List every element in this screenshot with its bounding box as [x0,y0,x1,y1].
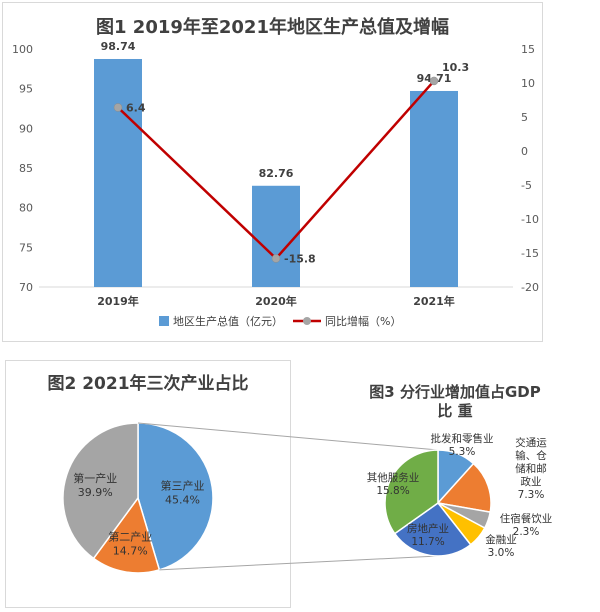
legend-swatch-marker [303,317,311,325]
combo-chart-svg: 70 75 80 85 90 95 100 -20 -15 -10 -5 0 5 10 15 98.74 82.… [12,40,539,328]
connector-line [159,555,439,571]
chart-sector-share: 图3 分行业增加值占GDP 比 重 [313,375,597,565]
y-axis-tick-label: 70 [19,281,33,294]
chart-title: 图3 分行业增加值占GDP 比 重 [313,383,597,421]
bar-data-label: 98.74 [101,40,136,53]
pie-slice-percent: 45.4% [165,494,200,507]
y2-axis-tick-label: 15 [521,43,535,56]
pie-slice-label: 第二产业 [108,529,152,543]
bar [252,185,300,287]
pie-slice-label: 住宿餐饮业 [500,512,553,525]
growth-point [271,254,281,263]
y2-axis-tick-label: -10 [521,213,539,226]
x-axis-tick-label: 2019年 [97,294,139,308]
legend-swatch-bars [159,316,169,326]
x-axis-tick-label: 2021年 [413,294,455,308]
pie-slice [384,449,439,535]
pie-slice-percent: 14.7% [113,544,148,557]
y2-axis-tick-label: 5 [521,111,528,124]
y-axis-tick-label: 75 [19,241,33,254]
line-data-label: -15.8 [284,252,316,265]
pie-slice [92,496,161,574]
y-axis-tick-label: 100 [12,43,33,56]
bar [94,58,142,287]
line-data-label: 10.3 [442,61,469,74]
pie-slice-label: 政业 [521,475,542,488]
pie-slice-label: 第一产业 [73,471,117,485]
x-axis-tick-label: 2020年 [255,294,297,308]
chart-title-line-2: 比 重 [437,402,473,420]
pie-slice-percent: 2.3% [513,526,540,538]
pie-slice [62,422,139,560]
chart-title: 图1 2019年至2021年地区生产总值及增幅 [96,17,449,38]
legend-label: 同比增幅（%） [325,314,401,328]
connector-line [137,422,439,451]
y2-axis-tick-label: -5 [521,179,532,192]
bar-data-label: 82.76 [259,167,294,180]
pie-slice-percent: 39.9% [78,486,113,499]
pie-slice-percent: 5.3% [449,446,476,458]
pie-slice-percent: 11.7% [411,536,444,548]
pie-slice-label: 批发和零售业 [431,432,494,445]
y-axis-tick-label: 85 [19,162,33,175]
pie-slice-label: 储和邮 [515,462,547,475]
growth-point [113,103,123,112]
pie-slice-label: 第三产业 [161,479,205,493]
y2-axis-tick-label: 10 [521,77,535,90]
chart-gdp-growth: 图1 2019年至2021年地区生产总值及增幅 70 75 80 85 90 95 100-… [2,2,543,342]
pie-slice-percent: 15.8% [376,485,409,497]
legend-label: 地区生产总值（亿元） [173,314,283,328]
pie-slice-label: 金融业 [485,533,517,546]
pie-slice-percent: 3.0% [488,547,515,559]
pie-slice [436,462,492,513]
y2-axis-tick-label: 0 [521,145,528,158]
line-data-label: 6.4 [126,101,146,114]
y-axis-tick-label: 80 [19,202,33,215]
chart-title-line-1: 图3 分行业增加值占GDP [369,383,541,401]
growth-point [429,76,439,86]
pie-slice-label: 房地产业 [407,522,449,535]
pie-slice-percent: 7.3% [518,489,545,501]
y-axis-tick-label: 95 [19,83,33,96]
y-axis-tick-label: 90 [19,122,33,135]
chart-title: 图2 2021年三次产业占比 [47,374,249,394]
y2-axis-tick-label: -15 [521,247,539,260]
pie-slice-label: 其他服务业 [367,471,420,484]
pie-slice [393,501,472,557]
bar [410,90,458,287]
pie-slice [137,422,214,571]
y2-axis-tick-label: -20 [521,281,539,294]
pie-slice-label: 交通运 [515,436,547,449]
pie-slice-label: 输、仓 [515,449,547,462]
